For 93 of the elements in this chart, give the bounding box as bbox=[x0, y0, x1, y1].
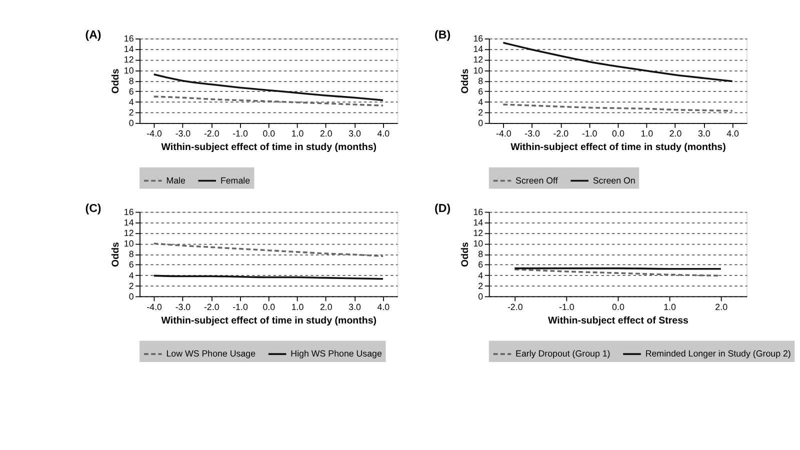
chart-title: (A) bbox=[85, 30, 102, 42]
y-tick-label: 10 bbox=[473, 238, 484, 249]
y-tick-label: 8 bbox=[478, 249, 484, 260]
x-tick-label: 0.0 bbox=[262, 302, 276, 312]
y-axis-title: Odds bbox=[110, 68, 122, 94]
y-tick-label: 12 bbox=[473, 54, 484, 65]
legend-label: Screen Off bbox=[516, 175, 558, 186]
y-tick-label: 12 bbox=[124, 228, 134, 238]
x-tick-label: -1.0 bbox=[582, 128, 598, 139]
x-axis-title: Within-subject effect of Stress bbox=[548, 315, 690, 326]
y-tick-label: 2 bbox=[478, 108, 484, 118]
x-tick-label: 1.0 bbox=[664, 302, 676, 312]
y-tick-label: 8 bbox=[128, 249, 134, 260]
y-tick-label: 8 bbox=[478, 76, 484, 86]
x-axis-title: Within-subject effect of time in study (months) bbox=[161, 142, 377, 154]
x-tick-label: -1.0 bbox=[559, 302, 574, 312]
x-tick-label: -2.0 bbox=[204, 128, 220, 139]
x-tick-label: -3.0 bbox=[175, 302, 191, 312]
x-tick-label: 3.0 bbox=[698, 128, 710, 139]
x-tick-label: -1.0 bbox=[232, 128, 248, 139]
legend-label: Early Dropout (Group 1) bbox=[516, 348, 610, 359]
x-tick-label: 1.0 bbox=[291, 128, 304, 139]
y-tick-label: 6 bbox=[128, 260, 134, 270]
y-tick-label: 10 bbox=[473, 65, 484, 76]
x-tick-label: 0.0 bbox=[612, 128, 624, 139]
y-tick-label: 8 bbox=[128, 76, 134, 86]
y-tick-label: 14 bbox=[473, 44, 484, 54]
y-tick-label: 0 bbox=[128, 118, 134, 128]
y-tick-label: 16 bbox=[124, 34, 134, 44]
x-tick-label: -4.0 bbox=[146, 302, 162, 312]
x-tick-label: -3.0 bbox=[524, 128, 540, 139]
legend-label: Screen On bbox=[592, 175, 636, 186]
y-tick-label: 16 bbox=[473, 34, 484, 44]
line-series bbox=[502, 42, 734, 82]
x-tick-label: 2.0 bbox=[320, 302, 332, 312]
legend-label: Reminded Longer in Study (Group 2) bbox=[645, 348, 791, 359]
y-tick-label: 16 bbox=[124, 206, 134, 217]
x-tick-label: 3.0 bbox=[348, 302, 362, 312]
y-tick-label: 14 bbox=[124, 218, 134, 228]
legend-label: Low WS Phone Usage bbox=[166, 348, 256, 359]
x-tick-label: 4.0 bbox=[726, 128, 740, 139]
chart-title: (C) bbox=[85, 202, 102, 215]
x-tick-label: 1.0 bbox=[291, 302, 304, 312]
y-tick-label: 14 bbox=[124, 44, 134, 54]
legend-label: Female bbox=[220, 175, 250, 186]
x-tick-label: 2.0 bbox=[715, 302, 728, 312]
y-tick-label: 2 bbox=[128, 108, 134, 118]
line-series bbox=[152, 242, 384, 258]
y-tick-label: 0 bbox=[478, 291, 484, 302]
y-tick-label: 0 bbox=[128, 291, 134, 302]
legend-label: High WS Phone Usage bbox=[290, 348, 382, 359]
x-tick-label: 4.0 bbox=[377, 302, 390, 312]
x-tick-label: -1.0 bbox=[232, 302, 248, 312]
legend-label: Male bbox=[166, 175, 186, 186]
x-tick-label: -4.0 bbox=[146, 128, 162, 139]
y-tick-label: 0 bbox=[478, 118, 484, 128]
x-tick-label: -2.0 bbox=[204, 302, 220, 312]
y-tick-label: 4 bbox=[478, 270, 484, 280]
y-tick-label: 12 bbox=[124, 54, 134, 65]
y-tick-label: 10 bbox=[124, 65, 134, 76]
y-tick-label: 4 bbox=[478, 96, 484, 107]
chart-title: (B) bbox=[434, 30, 451, 42]
chart-title: (D) bbox=[434, 202, 451, 215]
y-tick-label: 14 bbox=[473, 218, 484, 228]
x-tick-label: 2.0 bbox=[320, 128, 332, 139]
x-tick-label: 0.0 bbox=[612, 302, 624, 312]
x-tick-label: 0.0 bbox=[262, 128, 276, 139]
x-tick-label: 2.0 bbox=[669, 128, 682, 139]
y-tick-label: 6 bbox=[478, 260, 484, 270]
y-tick-label: 2 bbox=[478, 280, 484, 291]
y-axis-title: Odds bbox=[460, 68, 471, 94]
x-tick-label: -2.0 bbox=[507, 302, 523, 312]
x-tick-label: -2.0 bbox=[553, 128, 569, 139]
x-axis-title: Within-subject effect of time in study (months) bbox=[161, 315, 377, 326]
x-axis-title: Within-subject effect of time in study (months) bbox=[510, 142, 726, 154]
line-series bbox=[502, 104, 734, 112]
y-tick-label: 2 bbox=[128, 280, 134, 291]
y-tick-label: 10 bbox=[124, 238, 134, 249]
x-tick-label: -3.0 bbox=[175, 128, 191, 139]
x-tick-label: 3.0 bbox=[348, 128, 362, 139]
y-tick-label: 12 bbox=[473, 228, 484, 238]
x-tick-label: -4.0 bbox=[496, 128, 512, 139]
y-tick-label: 4 bbox=[128, 270, 134, 280]
y-tick-label: 6 bbox=[478, 86, 484, 96]
y-axis-title: Odds bbox=[460, 241, 471, 267]
y-tick-label: 16 bbox=[473, 206, 484, 217]
x-tick-label: 1.0 bbox=[640, 128, 654, 139]
x-tick-label: 4.0 bbox=[377, 128, 390, 139]
y-tick-label: 4 bbox=[128, 96, 134, 107]
line-series bbox=[152, 96, 384, 106]
y-axis-title: Odds bbox=[110, 241, 122, 267]
y-tick-label: 6 bbox=[128, 86, 134, 96]
line-series bbox=[152, 74, 384, 102]
